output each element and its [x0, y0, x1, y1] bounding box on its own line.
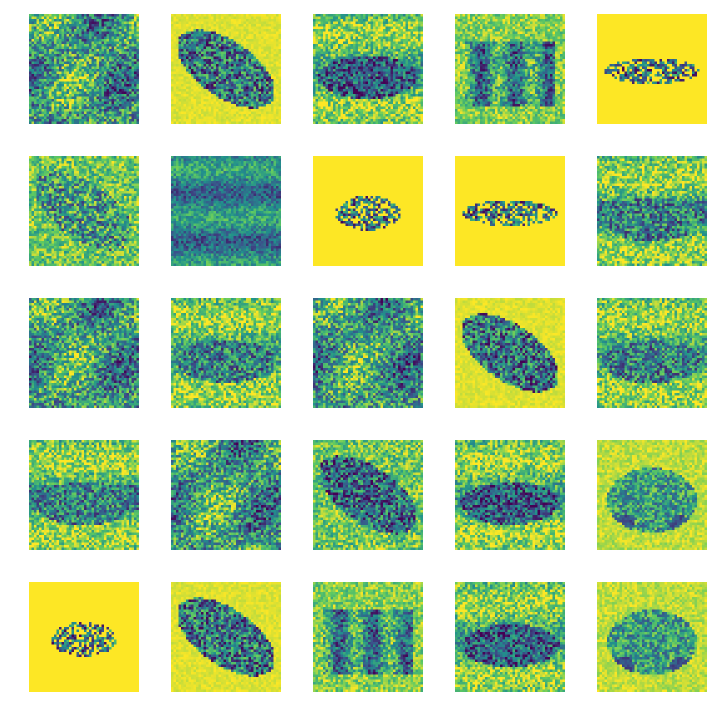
tile-image: [597, 298, 707, 408]
tile-image: [171, 440, 281, 550]
tile-image: [455, 156, 565, 266]
tile-image: [29, 440, 139, 550]
tile-image: [313, 156, 423, 266]
tile-image: [29, 298, 139, 408]
tile-image: [597, 582, 707, 692]
tile-image: [313, 14, 423, 124]
image-tile: [455, 440, 565, 550]
image-tile: [29, 298, 139, 408]
tile-image: [29, 582, 139, 692]
image-tile: [29, 156, 139, 266]
image-tile: [455, 298, 565, 408]
image-tile: [313, 156, 423, 266]
image-tile: [171, 156, 281, 266]
image-tile: [171, 298, 281, 408]
image-tile: [171, 582, 281, 692]
tile-image: [455, 14, 565, 124]
tile-image: [171, 582, 281, 692]
image-tile: [313, 298, 423, 408]
image-tile: [597, 440, 707, 550]
image-tile: [597, 582, 707, 692]
image-tile: [171, 14, 281, 124]
image-tile: [597, 298, 707, 408]
image-tile: [597, 14, 707, 124]
tile-image: [313, 440, 423, 550]
tile-image: [171, 14, 281, 124]
image-tile: [455, 14, 565, 124]
image-tile: [313, 582, 423, 692]
image-tile: [455, 582, 565, 692]
tile-image: [29, 156, 139, 266]
tile-image: [597, 14, 707, 124]
image-tile: [313, 14, 423, 124]
tile-image: [597, 440, 707, 550]
tile-image: [313, 298, 423, 408]
image-tile: [597, 156, 707, 266]
tile-image: [455, 582, 565, 692]
image-tile: [29, 14, 139, 124]
image-tile: [29, 440, 139, 550]
image-tile: [455, 156, 565, 266]
tile-image: [29, 14, 139, 124]
tile-image: [313, 582, 423, 692]
image-tile: [313, 440, 423, 550]
tile-image: [171, 156, 281, 266]
tile-image: [455, 440, 565, 550]
tile-image: [455, 298, 565, 408]
image-tile: [29, 582, 139, 692]
tile-image: [597, 156, 707, 266]
tile-image: [171, 298, 281, 408]
image-tile: [171, 440, 281, 550]
